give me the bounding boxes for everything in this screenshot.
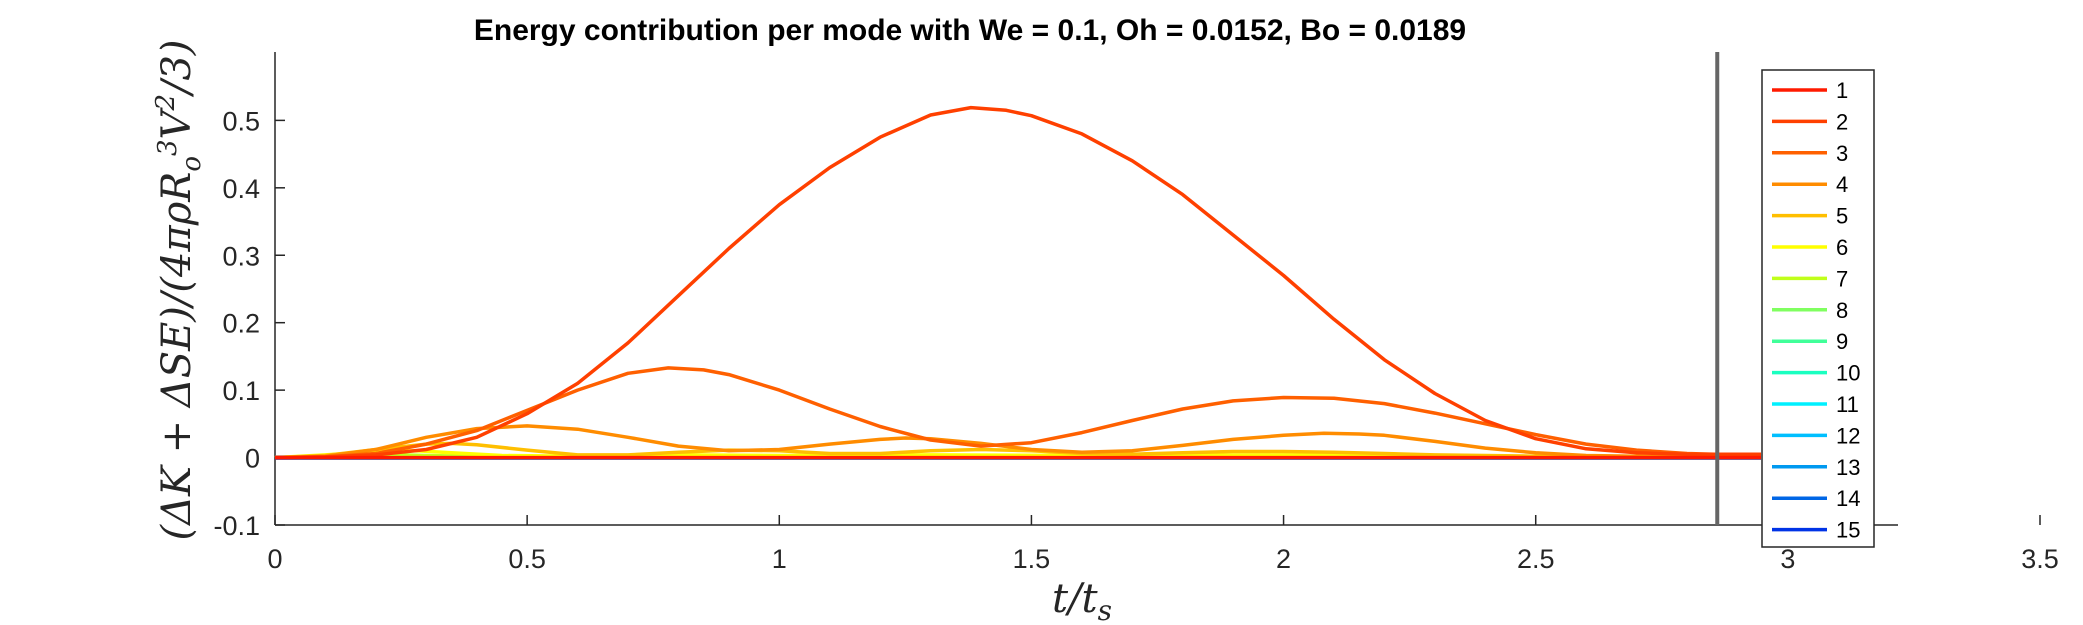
y-tick-label: 0 — [245, 444, 260, 474]
legend-label: 8 — [1836, 298, 1848, 323]
x-tick-label: 2.5 — [1517, 544, 1555, 574]
legend-label: 10 — [1836, 361, 1860, 386]
series-line-5 — [274, 441, 1761, 460]
y-tick-label: 0.4 — [222, 174, 260, 204]
x-tick-label: 2 — [1276, 544, 1291, 574]
y-tick-label: 0.2 — [222, 309, 260, 339]
y-tick-label: 0.5 — [222, 106, 260, 136]
y-tick-label: 0.3 — [222, 241, 260, 271]
x-tick-label: 0.5 — [508, 544, 546, 574]
legend-label: 6 — [1836, 235, 1848, 260]
chart-title: Energy contribution per mode with We = 0… — [474, 14, 1466, 47]
x-tick-label: 1.5 — [1013, 544, 1051, 574]
x-tick-label: 3.5 — [2021, 544, 2059, 574]
legend-label: 2 — [1836, 109, 1848, 134]
y-tick-label: -0.1 — [213, 511, 260, 541]
legend-label: 13 — [1836, 455, 1860, 480]
y-axis-label: (ΔK + ΔSE)/(4πρRo3V2/3) — [151, 39, 207, 540]
legend-label: 1 — [1836, 78, 1848, 103]
x-tick-label: 0 — [267, 544, 282, 574]
x-tick-label: 3 — [1780, 544, 1795, 574]
legend-label: 15 — [1836, 518, 1860, 543]
series-line-2 — [274, 105, 1761, 460]
y-tick-label: 0.1 — [222, 376, 260, 406]
x-tick-label: 1 — [772, 544, 787, 574]
legend-label: 7 — [1836, 266, 1848, 291]
legend-label: 5 — [1836, 204, 1848, 229]
legend-label: 9 — [1836, 329, 1848, 354]
plot-lines — [274, 105, 1762, 460]
y-ticks: -0.1 0 0.1 0.2 0.3 0.4 0.5 — [213, 106, 285, 541]
x-axis-label: t/ts — [1052, 576, 1112, 625]
legend-label: 3 — [1836, 141, 1848, 166]
series-line-3 — [274, 366, 1762, 460]
legend-label: 14 — [1836, 486, 1860, 511]
legend-label: 12 — [1836, 423, 1860, 448]
svg-text:(ΔK + ΔSE)/(4πρRo3V2/3): (ΔK + ΔSE)/(4πρRo3V2/3) — [151, 39, 207, 540]
svg-text:t/ts: t/ts — [1052, 576, 1112, 625]
legend-label: 11 — [1836, 392, 1859, 417]
legend-label: 4 — [1836, 172, 1848, 197]
series-line-4 — [274, 424, 1761, 460]
